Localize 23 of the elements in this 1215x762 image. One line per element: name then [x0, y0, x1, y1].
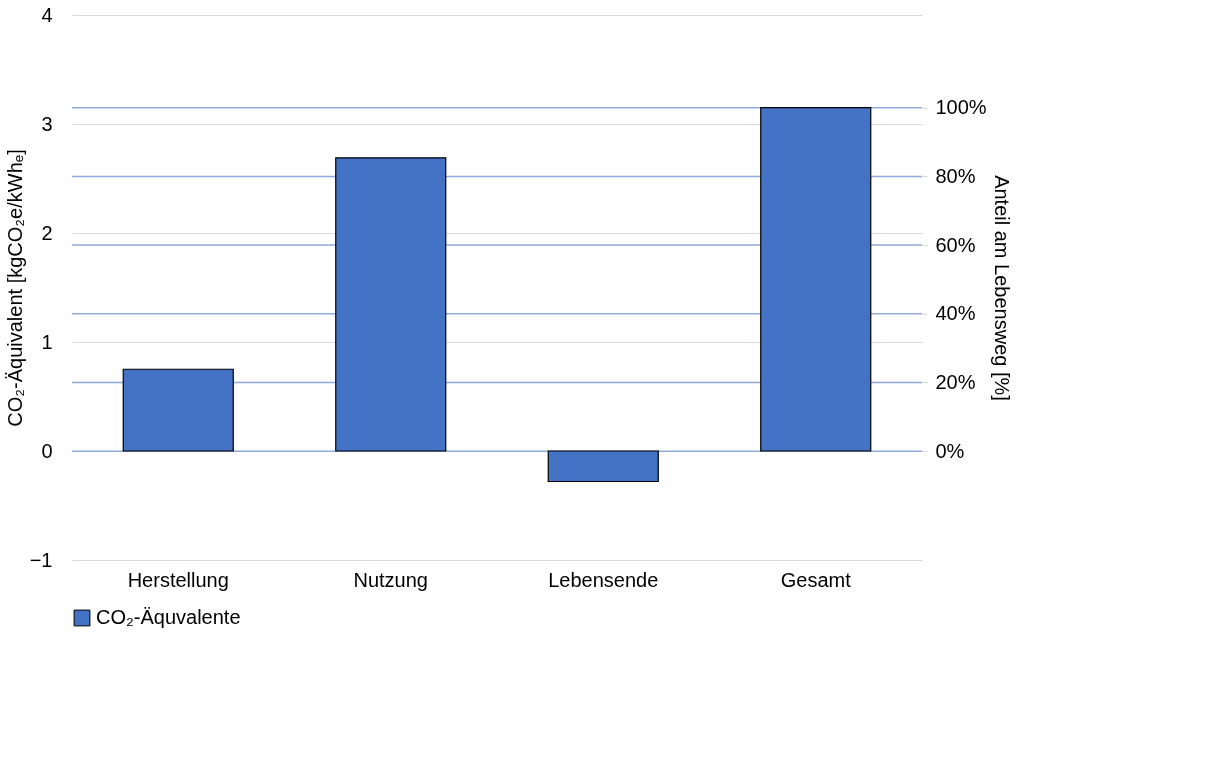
y2-tick-label: 40% [935, 302, 976, 325]
y2-tick-label: 20% [935, 370, 976, 393]
y-tick-label: 0 [41, 439, 53, 462]
bar [547, 450, 659, 483]
y-tick-label: 4 [41, 3, 53, 26]
bar [335, 157, 447, 452]
bar [122, 368, 234, 452]
bar [760, 107, 872, 452]
y-tick-label: −1 [29, 548, 53, 571]
y2-tick-label: 100% [935, 96, 987, 119]
x-tick-label: Herstellung [127, 568, 229, 591]
y2-axis-title: Anteil am Lebensweg [%] [990, 175, 1013, 401]
y-tick-label: 3 [41, 112, 53, 135]
x-tick-label: Nutzung [353, 568, 428, 591]
y-tick-label: 2 [41, 221, 53, 244]
x-tick-label: Lebensende [548, 568, 659, 591]
y2-tick-label: 80% [935, 164, 976, 187]
legend-label: CO₂-Äquvalente [96, 606, 241, 628]
y-tick-label: 1 [41, 330, 53, 353]
y2-tick-label: 60% [935, 233, 976, 256]
y-axis-title: CO₂-Äquivalent [kgCO₂e/kWhₑ] [3, 149, 26, 427]
x-tick-label: Gesamt [780, 568, 852, 591]
y2-tick-label: 0% [935, 439, 965, 462]
